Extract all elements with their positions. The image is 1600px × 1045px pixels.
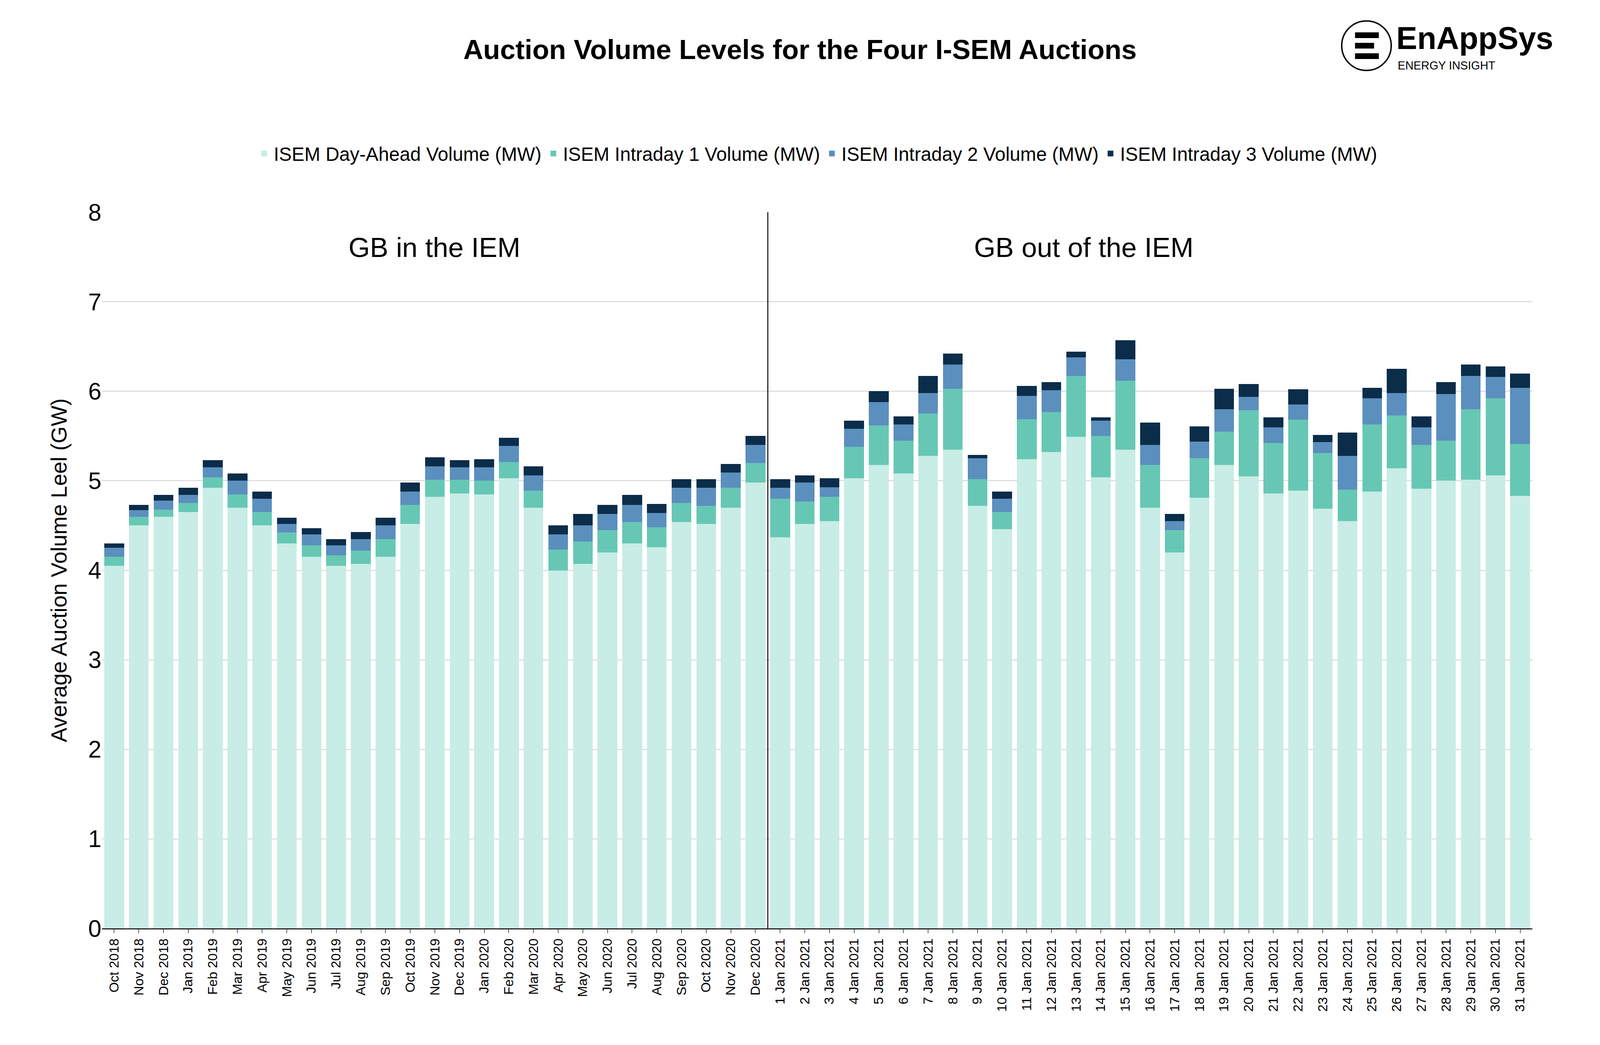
- svg-text:8: 8: [88, 199, 102, 227]
- svg-text:29 Jan 2021: 29 Jan 2021: [1463, 938, 1479, 1013]
- svg-text:GB in the IEM: GB in the IEM: [348, 231, 521, 263]
- svg-text:Jun 2020: Jun 2020: [599, 938, 615, 994]
- svg-text:8 Jan 2021: 8 Jan 2021: [945, 938, 961, 1005]
- svg-text:Apr 2019: Apr 2019: [254, 938, 270, 994]
- svg-text:EnAppSys: EnAppSys: [1396, 20, 1554, 56]
- svg-text:26 Jan 2021: 26 Jan 2021: [1389, 938, 1404, 1013]
- svg-text:22 Jan 2021: 22 Jan 2021: [1290, 938, 1306, 1013]
- svg-text:Dec 2018: Dec 2018: [156, 938, 171, 996]
- svg-text:Apr 2020: Apr 2020: [550, 938, 566, 994]
- svg-text:20 Jan 2021: 20 Jan 2021: [1241, 938, 1256, 1013]
- svg-text:Aug 2020: Aug 2020: [649, 938, 665, 996]
- svg-text:Oct 2019: Oct 2019: [402, 938, 418, 994]
- svg-text:15 Jan 2021: 15 Jan 2021: [1117, 938, 1133, 1013]
- svg-text:13 Jan 2021: 13 Jan 2021: [1068, 938, 1084, 1013]
- svg-text:ISEM Intraday 3 Volume (MW): ISEM Intraday 3 Volume (MW): [1120, 143, 1378, 165]
- svg-text:Feb 2019: Feb 2019: [205, 938, 220, 995]
- svg-text:12 Jan 2021: 12 Jan 2021: [1043, 938, 1059, 1013]
- svg-text:2: 2: [88, 736, 102, 764]
- svg-text:19 Jan 2021: 19 Jan 2021: [1216, 938, 1232, 1013]
- svg-text:18 Jan 2021: 18 Jan 2021: [1192, 938, 1207, 1013]
- svg-text:Average Auction Volume Leel (G: Average Auction Volume Leel (GW): [46, 398, 72, 743]
- svg-text:Dec 2020: Dec 2020: [747, 938, 763, 996]
- svg-text:Nov 2019: Nov 2019: [427, 938, 443, 996]
- svg-text:23 Jan 2021: 23 Jan 2021: [1315, 938, 1331, 1013]
- svg-text:28 Jan 2021: 28 Jan 2021: [1438, 938, 1454, 1013]
- svg-text:3: 3: [88, 646, 102, 674]
- svg-text:Mar 2019: Mar 2019: [229, 938, 245, 995]
- svg-text:Mar 2020: Mar 2020: [526, 938, 541, 995]
- svg-text:Oct 2020: Oct 2020: [698, 938, 714, 994]
- svg-text:Dec 2019: Dec 2019: [451, 938, 467, 996]
- svg-text:27 Jan 2021: 27 Jan 2021: [1413, 938, 1429, 1013]
- svg-text:GB out of the IEM: GB out of the IEM: [973, 231, 1194, 263]
- svg-text:Sep 2020: Sep 2020: [674, 938, 689, 996]
- svg-text:Aug 2019: Aug 2019: [353, 938, 368, 996]
- svg-text:25 Jan 2021: 25 Jan 2021: [1364, 938, 1380, 1013]
- svg-text:1 Jan 2021: 1 Jan 2021: [772, 938, 788, 1005]
- svg-text:0: 0: [88, 915, 102, 943]
- svg-text:Auction Volume Levels for the: Auction Volume Levels for the Four I-SEM…: [463, 33, 1137, 65]
- svg-text:3 Jan 2021: 3 Jan 2021: [822, 938, 837, 1005]
- svg-text:4: 4: [88, 557, 102, 585]
- svg-text:ISEM Intraday 2 Volume (MW): ISEM Intraday 2 Volume (MW): [841, 143, 1099, 165]
- svg-text:Jan 2020: Jan 2020: [476, 938, 492, 994]
- svg-text:Feb 2020: Feb 2020: [501, 938, 517, 995]
- svg-text:5 Jan 2021: 5 Jan 2021: [871, 938, 886, 1005]
- svg-text:Nov 2020: Nov 2020: [723, 938, 738, 996]
- svg-text:31 Jan 2021: 31 Jan 2021: [1512, 938, 1528, 1013]
- svg-text:2 Jan 2021: 2 Jan 2021: [797, 938, 813, 1005]
- svg-text:10 Jan 2021: 10 Jan 2021: [994, 938, 1010, 1013]
- svg-text:1: 1: [88, 825, 102, 853]
- svg-text:21 Jan 2021: 21 Jan 2021: [1265, 938, 1281, 1013]
- svg-text:30 Jan 2021: 30 Jan 2021: [1487, 938, 1503, 1013]
- svg-text:Jul 2020: Jul 2020: [624, 938, 640, 990]
- svg-text:May 2019: May 2019: [279, 938, 295, 998]
- svg-text:6: 6: [88, 378, 102, 406]
- svg-text:24 Jan 2021: 24 Jan 2021: [1340, 938, 1355, 1013]
- svg-text:7 Jan 2021: 7 Jan 2021: [920, 938, 936, 1005]
- svg-text:ISEM Intraday 1 Volume (MW): ISEM Intraday 1 Volume (MW): [562, 143, 820, 165]
- svg-text:7: 7: [88, 288, 102, 316]
- svg-text:Jul 2019: Jul 2019: [328, 938, 344, 990]
- svg-text:Jan 2019: Jan 2019: [180, 938, 196, 994]
- svg-text:Sep 2019: Sep 2019: [377, 938, 393, 996]
- svg-text:Oct 2018: Oct 2018: [106, 938, 122, 994]
- svg-text:4 Jan 2021: 4 Jan 2021: [846, 938, 862, 1005]
- svg-text:14 Jan 2021: 14 Jan 2021: [1093, 938, 1108, 1013]
- svg-text:11 Jan 2021: 11 Jan 2021: [1019, 938, 1034, 1012]
- svg-text:ENERGY INSIGHT: ENERGY INSIGHT: [1397, 59, 1496, 72]
- svg-text:17 Jan 2021: 17 Jan 2021: [1167, 938, 1183, 1013]
- svg-text:May 2020: May 2020: [575, 938, 590, 998]
- svg-text:9 Jan 2021: 9 Jan 2021: [969, 938, 985, 1005]
- svg-text:16 Jan 2021: 16 Jan 2021: [1142, 938, 1158, 1013]
- svg-text:6 Jan 2021: 6 Jan 2021: [895, 938, 911, 1005]
- svg-text:Nov 2018: Nov 2018: [131, 938, 147, 996]
- svg-text:5: 5: [88, 467, 102, 495]
- svg-text:Jun 2019: Jun 2019: [303, 938, 319, 994]
- svg-text:ISEM Day-Ahead Volume (MW): ISEM Day-Ahead Volume (MW): [273, 143, 542, 165]
